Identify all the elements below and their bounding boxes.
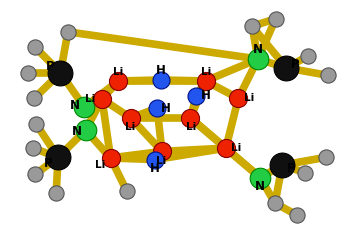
Point <box>99 97 105 101</box>
Point <box>306 54 311 58</box>
Point <box>188 116 193 120</box>
Text: N: N <box>72 125 81 138</box>
Point <box>53 191 59 195</box>
Point <box>257 176 263 179</box>
Text: Li: Li <box>125 122 135 132</box>
Text: Li: Li <box>186 122 196 132</box>
Point <box>32 172 38 176</box>
Text: Li: Li <box>156 156 166 166</box>
Text: Li: Li <box>231 143 242 153</box>
Point <box>30 146 36 150</box>
Text: Li: Li <box>244 93 254 103</box>
Point <box>83 128 89 132</box>
Point <box>223 146 229 150</box>
Point <box>279 163 285 167</box>
Point <box>194 94 199 98</box>
Point <box>65 30 71 34</box>
Point <box>159 150 165 153</box>
Text: Li: Li <box>95 160 105 170</box>
Text: H: H <box>150 162 160 175</box>
Text: H: H <box>156 64 165 77</box>
Point <box>25 71 31 75</box>
Point <box>116 79 121 83</box>
Point <box>294 213 300 217</box>
Point <box>203 79 208 83</box>
Text: P: P <box>287 162 296 175</box>
Text: N: N <box>255 180 265 193</box>
Point <box>154 106 160 110</box>
Point <box>272 201 278 205</box>
Point <box>55 155 61 159</box>
Text: Li: Li <box>113 67 123 77</box>
Point <box>108 156 113 160</box>
Text: H: H <box>201 89 211 102</box>
Point <box>32 45 38 49</box>
Text: N: N <box>253 43 263 56</box>
Point <box>33 122 39 125</box>
Point <box>302 171 308 175</box>
Point <box>284 66 289 70</box>
Point <box>249 24 255 28</box>
Text: Li: Li <box>201 67 211 77</box>
Text: Li: Li <box>85 94 96 104</box>
Text: P: P <box>46 60 55 73</box>
Point <box>273 17 279 21</box>
Point <box>323 155 329 159</box>
Point <box>255 57 261 61</box>
Point <box>124 190 130 193</box>
Text: P: P <box>44 157 53 170</box>
Text: H: H <box>161 102 171 115</box>
Point <box>325 73 331 77</box>
Point <box>158 78 164 82</box>
Point <box>81 105 87 109</box>
Point <box>31 96 37 100</box>
Point <box>153 158 158 161</box>
Text: P: P <box>291 58 300 71</box>
Point <box>235 96 241 100</box>
Text: N: N <box>70 99 80 112</box>
Point <box>128 116 134 120</box>
Point <box>58 71 63 75</box>
